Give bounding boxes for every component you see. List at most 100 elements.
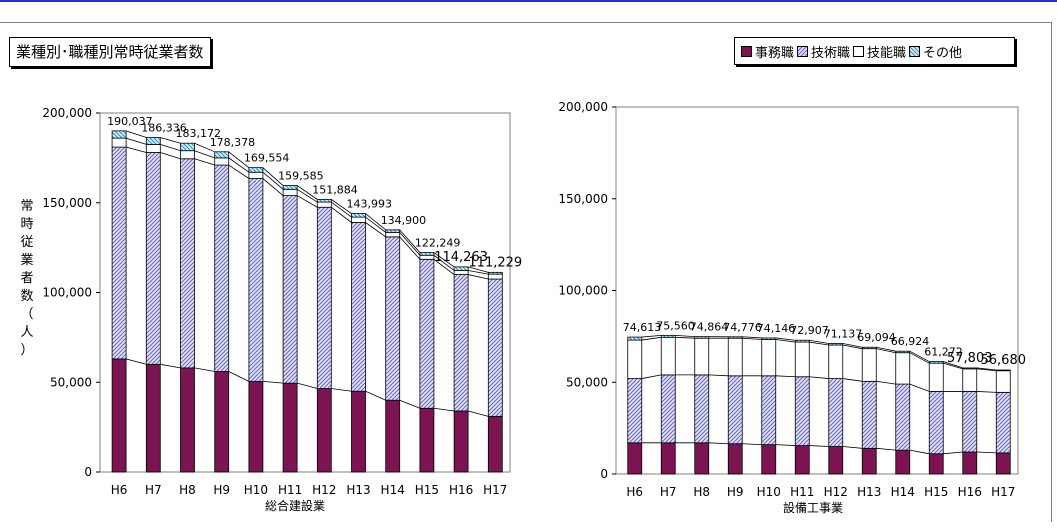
bar-segment-gijutsu: [111, 146, 127, 360]
series-connector-sonota: [467, 266, 489, 273]
bar-segment-gino: [351, 216, 366, 223]
bar-segment-jimu: [861, 447, 877, 475]
series-connector-gijutsu: [876, 380, 896, 385]
bar-segment-sonota: [794, 339, 810, 343]
bar-segment-gino: [214, 157, 230, 166]
series-connector-jimu: [467, 410, 489, 417]
series-connector-gijutsu: [125, 146, 147, 153]
series-connector-sonota: [742, 336, 762, 339]
bar-segment-gino: [385, 231, 401, 238]
series-connector-sonota: [641, 334, 662, 338]
bar-segment-sonota: [828, 343, 844, 346]
series-connector-gino: [125, 137, 147, 145]
bar-segment-sonota: [385, 229, 401, 233]
series-connector-gino: [433, 254, 455, 271]
bar-segment-jimu: [453, 410, 469, 473]
y-tick-label: 50,000: [566, 375, 608, 389]
series-connector-gijutsu: [775, 375, 796, 378]
series-connector-sonota: [228, 151, 250, 168]
bar-segment-gino: [895, 352, 911, 385]
bar-segment-sonota: [282, 185, 298, 190]
bar-segment-gijutsu: [962, 391, 978, 453]
series-connector-gino: [641, 336, 662, 341]
bar-segment-gijutsu: [282, 195, 298, 384]
series-connector-gino: [809, 341, 829, 346]
bar-segment-gino: [861, 348, 877, 382]
bar-segment-sonota: [928, 361, 944, 364]
legend-label-sonota: その他: [923, 45, 963, 61]
x-tick-label: H14: [891, 485, 915, 499]
series-connector-jimu: [365, 390, 386, 401]
series-connector-gijutsu: [433, 258, 455, 275]
x-tick-label: H9: [727, 485, 744, 499]
bar-segment-gino: [111, 137, 127, 148]
bar-segment-jimu: [487, 415, 503, 473]
series-connector-sonota: [675, 334, 695, 338]
series-connector-sonota: [775, 337, 796, 341]
series-connector-gino: [909, 352, 930, 364]
bar-segment-gijutsu: [727, 375, 743, 445]
x-tick-label: H11: [278, 483, 302, 497]
x-tick-label: H13: [346, 483, 370, 497]
data-label-total: 186,336: [141, 122, 187, 135]
series-connector-jimu: [194, 367, 215, 372]
bar-segment-sonota: [180, 142, 195, 152]
bar-segment-gino: [282, 188, 298, 196]
series-connector-jimu: [160, 363, 181, 369]
x-tick-label: H12: [312, 483, 336, 497]
bar-segment-gino: [794, 341, 810, 378]
y-tick-label: 200,000: [558, 100, 608, 114]
bar-segment-sonota: [694, 336, 710, 339]
series-connector-jimu: [125, 358, 147, 365]
bar-segment-jimu: [928, 453, 944, 475]
data-label-total: 71,137: [824, 327, 863, 340]
plot-area: [99, 112, 511, 473]
bar-segment-gino: [761, 339, 777, 377]
bar-segment-gijutsu: [316, 206, 332, 389]
x-tick-label: H9: [213, 483, 230, 497]
series-connector-sonota: [194, 142, 215, 153]
bar-segment-gino: [995, 370, 1011, 393]
series-connector-gijutsu: [228, 164, 250, 179]
series-connector-gijutsu: [296, 195, 318, 208]
series-connector-sonota: [943, 361, 963, 369]
x-axis-title: 設備工事業: [783, 500, 843, 515]
x-tick-label: H15: [415, 483, 439, 497]
bar-segment-jimu: [761, 444, 777, 475]
data-label-total: 159,585: [278, 170, 324, 183]
bar-segment-sonota: [962, 367, 978, 370]
y-tick-label: 150,000: [558, 192, 608, 206]
y-tick-label: 150,000: [42, 196, 92, 210]
bar-segment-gino: [419, 254, 435, 260]
bar-segment-jimu: [828, 446, 844, 475]
data-label-total: 69,094: [857, 331, 896, 344]
bar-segment-jimu: [145, 363, 161, 473]
series-connector-gino: [468, 270, 489, 275]
bar-segment-sonota: [453, 266, 469, 271]
series-connector-jimu: [331, 388, 352, 392]
bar-segment-jimu: [694, 442, 710, 475]
legend-item-gijutsu: 技術職: [797, 42, 850, 61]
series-connector-sonota: [909, 350, 930, 362]
bar-segment-jimu: [895, 449, 911, 475]
chart-plot-setsubi-koji: 0 50,000 100,000 150,000 200,000 H6 H7 H8 H9 H10 H…: [558, 100, 1026, 515]
series-connector-gino: [742, 337, 762, 340]
series-connector-gino: [675, 336, 695, 339]
series-connector-jimu: [742, 443, 762, 446]
series-connector-jimu: [809, 445, 829, 447]
x-tick-label: H10: [757, 485, 781, 499]
y-tick-label: 0: [600, 467, 608, 481]
data-label-total: 178,378: [210, 136, 256, 149]
series-connector-sonota: [842, 343, 863, 348]
bar-segment-gijutsu: [828, 378, 844, 447]
x-tick-label: H16: [958, 485, 982, 499]
x-tick-label: H8: [693, 485, 710, 499]
bar-segment-sonota: [727, 336, 743, 339]
bar-segment-sonota: [995, 369, 1011, 372]
series-connector-jimu: [876, 447, 896, 451]
bar-segment-sonota: [419, 252, 435, 256]
data-label-total: 169,554: [244, 152, 290, 165]
series-connector-jimu: [909, 449, 930, 455]
series-connector-gijutsu: [365, 222, 386, 238]
